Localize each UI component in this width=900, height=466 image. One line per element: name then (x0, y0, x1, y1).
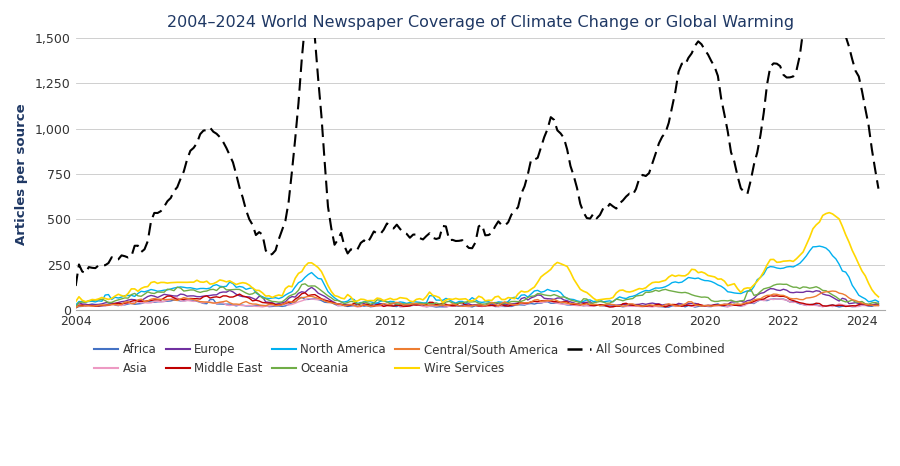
Y-axis label: Articles per source: Articles per source (15, 103, 28, 245)
Legend: Africa, Asia, Europe, Middle East, North America, Oceania, Central/South America: Africa, Asia, Europe, Middle East, North… (90, 339, 729, 380)
Title: 2004–2024 World Newspaper Coverage of Climate Change or Global Warming: 2004–2024 World Newspaper Coverage of Cl… (166, 15, 794, 30)
